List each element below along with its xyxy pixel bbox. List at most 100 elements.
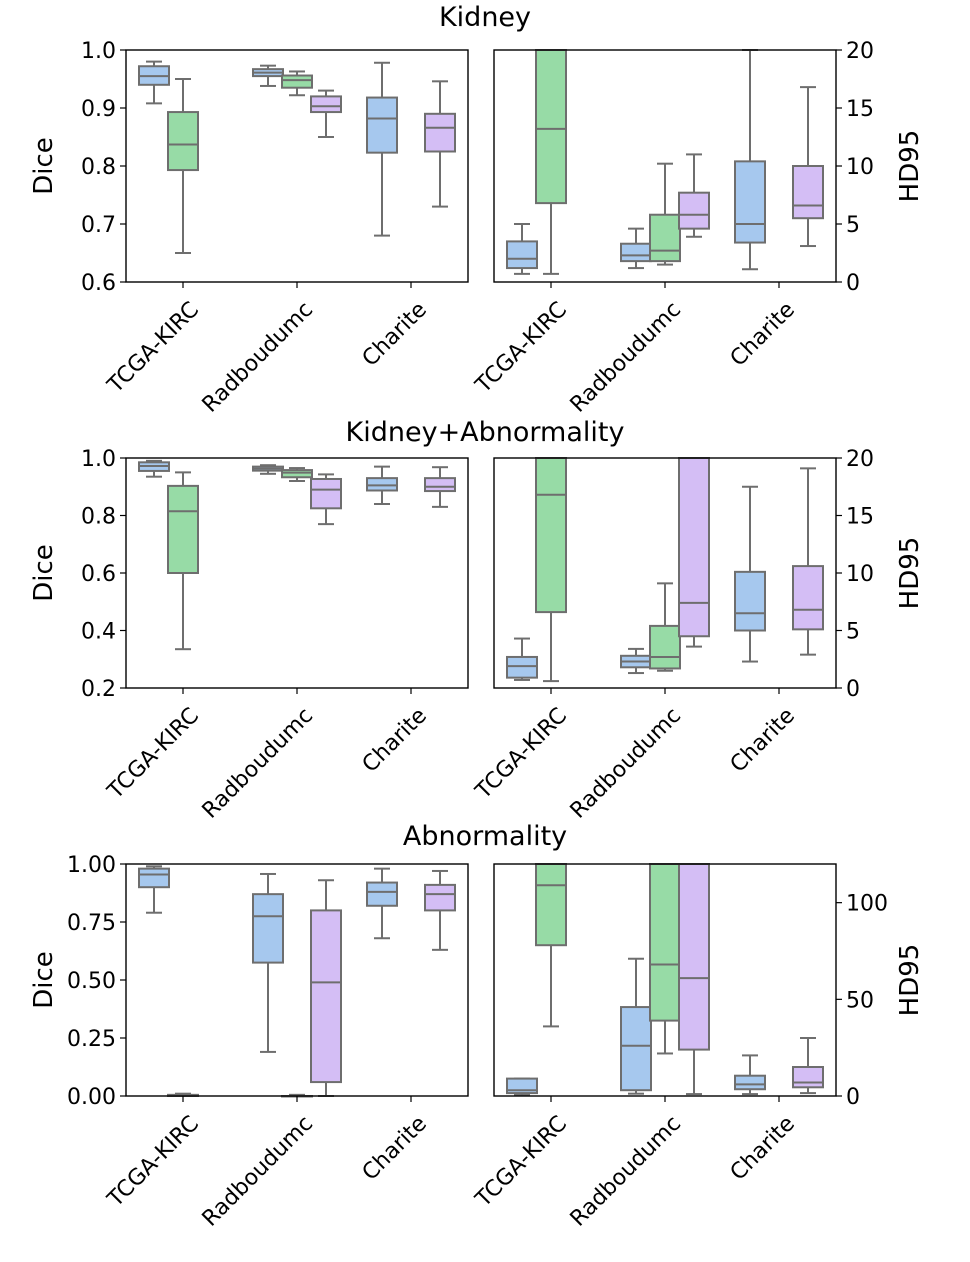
ytick-label: 0.75 [67, 911, 116, 936]
box-body [678, 191, 710, 230]
box-body [649, 863, 681, 1022]
box-body [310, 95, 342, 114]
ytick-label: 10 [846, 562, 874, 587]
y-axis-label: Dice [29, 544, 59, 602]
box-body [252, 893, 284, 964]
box-body [792, 1066, 824, 1089]
box-body [138, 867, 170, 889]
subplot-row-2: Kidney+Abnormality 0.2 0.4 0.6 0.8 1.0 Dice TCG… [29, 417, 925, 824]
box-radboudumc-purple [310, 473, 342, 526]
ytick-label: 0.00 [67, 1085, 116, 1110]
box-charite-purple [792, 467, 824, 656]
y-axis-label: HD95 [895, 537, 925, 610]
box-radboudumc-purple [678, 153, 710, 238]
box-charite-purple [792, 1037, 824, 1095]
box-tcga-kirc-blue [506, 223, 538, 275]
box-charite-blue [734, 49, 766, 271]
ytick-label: 15 [846, 97, 874, 122]
box-body [620, 242, 652, 263]
subplot-row-1: Kidney0.60.70.80.91.0DiceTCGA-KIRCRadbou… [29, 2, 925, 418]
xtick-label: Charite [726, 1111, 800, 1185]
box-charite-blue [366, 61, 398, 237]
y-axis-label: Dice [29, 951, 59, 1009]
xtick-label: Radboudumc [198, 703, 318, 823]
box-body [366, 881, 398, 907]
box-body [281, 469, 313, 479]
box-tcga-kirc-green [535, 863, 567, 1028]
box-charite-purple [424, 466, 456, 508]
xtick-label: TCGA-KIRC [471, 1111, 572, 1212]
box-charite-purple [424, 80, 456, 208]
box-body [734, 570, 766, 632]
xtick-label: Radboudumc [198, 1111, 318, 1231]
row-title: Kidney [439, 2, 531, 33]
box-tcga-kirc-green [167, 471, 199, 651]
ytick-label: 0.6 [81, 271, 116, 296]
box-body [734, 160, 766, 244]
box-tcga-kirc-green [535, 457, 567, 683]
xtick-label: TCGA-KIRC [103, 1111, 204, 1212]
ytick-label: 5 [846, 213, 860, 238]
box-charite-purple [424, 869, 456, 951]
left-axes-frame [125, 863, 469, 1097]
box-radboudumc-blue [620, 647, 652, 675]
ytick-label: 0.25 [67, 1027, 116, 1052]
ytick-label: 0 [846, 677, 860, 702]
ytick-label: 0 [846, 271, 860, 296]
box-body [424, 477, 456, 493]
box-radboudumc-green [281, 70, 313, 97]
box-body [506, 240, 538, 270]
box-radboudumc-blue [252, 464, 284, 475]
box-body [535, 457, 567, 614]
left-axes: 0.00 0.25 0.50 0.75 1.00 Dice TCGA-KIRCRadboud… [29, 853, 469, 1232]
box-body [535, 863, 567, 947]
box-body [734, 1074, 766, 1091]
box-charite-purple [792, 86, 824, 248]
y-axis-label: Dice [29, 137, 59, 195]
box-radboudumc-purple [310, 89, 342, 138]
box-radboudumc-purple [678, 457, 710, 648]
xtick-label: Charite [358, 297, 432, 371]
box-radboudumc-green [649, 162, 681, 266]
xtick-label: TCGA-KIRC [103, 703, 204, 804]
xtick-label: Charite [726, 297, 800, 371]
ytick-label: 0.9 [81, 97, 116, 122]
subplot-row-3: Abnormality 0.00 0.25 0.50 0.75 1.00 Dice TCGA-… [29, 821, 925, 1232]
xtick-label: TCGA-KIRC [471, 703, 572, 804]
ytick-label: 0.50 [67, 969, 116, 994]
box-body [792, 565, 824, 631]
box-body [167, 111, 199, 172]
ytick-label: 0.4 [81, 620, 116, 645]
y-axis-label: HD95 [895, 130, 925, 203]
box-body [649, 624, 681, 670]
box-body [424, 112, 456, 153]
xtick-label: Radboudumc [566, 1111, 686, 1231]
xtick-label: Charite [358, 1111, 432, 1185]
ytick-label: 0.8 [81, 155, 116, 180]
box-radboudumc-blue [620, 227, 652, 270]
xtick-label: Radboudumc [198, 297, 318, 417]
ytick-label: 1.0 [81, 447, 116, 472]
ytick-label: 1.00 [67, 853, 116, 878]
box-charite-blue [734, 485, 766, 663]
y-axis-label: HD95 [895, 944, 925, 1017]
ytick-label: 10 [846, 155, 874, 180]
box-body [424, 883, 456, 912]
box-radboudumc-purple [310, 879, 342, 1097]
box-radboudumc-green [649, 582, 681, 672]
box-body [649, 213, 681, 263]
ytick-label: 0 [846, 1085, 860, 1110]
box-body [310, 909, 342, 1084]
box-body [366, 477, 398, 492]
xtick-label: TCGA-KIRC [103, 297, 204, 398]
box-body [678, 457, 710, 638]
ytick-label: 20 [846, 39, 874, 64]
box-radboudumc-green [281, 467, 313, 482]
box-body [281, 74, 313, 89]
xtick-label: Charite [726, 703, 800, 777]
